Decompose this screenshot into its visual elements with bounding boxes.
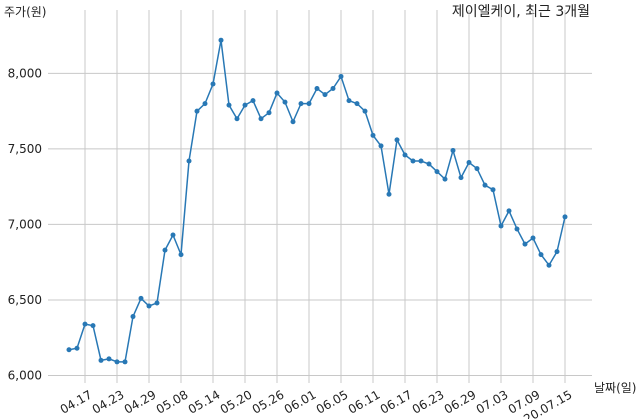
point [362, 108, 368, 114]
point [538, 252, 544, 258]
x-tick-label: 05.14 [186, 387, 223, 416]
point [82, 321, 88, 327]
point [258, 116, 264, 122]
point [210, 81, 216, 87]
point [266, 110, 272, 116]
point [290, 119, 296, 125]
point [138, 295, 144, 301]
point [514, 226, 520, 232]
point [426, 161, 432, 167]
point [386, 191, 392, 197]
point [482, 182, 488, 188]
x-tick-label: 05.08 [154, 387, 191, 416]
point [74, 345, 80, 351]
x-tick-label: 04.17 [58, 387, 95, 416]
point [90, 323, 96, 329]
point [338, 73, 344, 79]
point [330, 86, 336, 92]
x-tick-label: 06.11 [346, 387, 383, 416]
point [130, 314, 136, 320]
point [410, 158, 416, 164]
x-tick-label: 04.29 [122, 387, 159, 416]
point [394, 137, 400, 143]
point [498, 223, 504, 229]
x-tick-label: 06.29 [442, 387, 479, 416]
point [226, 102, 232, 108]
y-tick-label: 7,000 [8, 217, 42, 231]
point [458, 175, 464, 181]
point [562, 214, 568, 220]
point [474, 166, 480, 172]
point [442, 176, 448, 182]
x-tick-label: 06.23 [410, 387, 447, 416]
x-tick-label: 06.01 [282, 387, 319, 416]
point [146, 303, 152, 309]
point [322, 92, 328, 98]
point [402, 152, 408, 158]
point [218, 37, 224, 43]
point [522, 241, 528, 247]
chart-title: 제이엘케이, 최근 3개월 [452, 4, 590, 20]
point [282, 99, 288, 105]
point [170, 232, 176, 238]
point [154, 300, 160, 306]
point [242, 102, 248, 108]
point [530, 235, 536, 241]
point [546, 262, 552, 268]
point [162, 247, 168, 253]
point [114, 359, 120, 365]
point [418, 158, 424, 164]
y-axis-label: 주가(원) [4, 5, 46, 19]
y-tick-label: 8,000 [8, 66, 42, 80]
point [202, 101, 208, 107]
point [346, 98, 352, 104]
x-tick-label: 04.23 [90, 387, 127, 416]
x-tick-label: 05.26 [250, 387, 287, 416]
x-tick-label: 06.05 [314, 387, 351, 416]
x-axis-label: 날짜(일) [594, 381, 636, 395]
point [234, 116, 240, 122]
point [466, 160, 472, 166]
point [298, 101, 304, 107]
point [194, 108, 200, 114]
point [554, 249, 560, 255]
x-tick-label: 05.20 [218, 387, 255, 416]
point [122, 359, 128, 365]
y-tick-label: 6,500 [8, 293, 42, 307]
point [98, 357, 104, 363]
point [250, 98, 256, 104]
x-tick-label: 06.17 [378, 387, 415, 416]
point [354, 101, 360, 107]
point [490, 187, 496, 193]
point [314, 86, 320, 92]
x-tick-label: 07.03 [474, 387, 511, 416]
point [66, 347, 72, 353]
point [186, 158, 192, 164]
y-tick-label: 7,500 [8, 142, 42, 156]
point [306, 101, 312, 107]
point [506, 208, 512, 214]
point [434, 169, 440, 175]
point [378, 143, 384, 149]
y-tick-label: 6,000 [8, 368, 42, 382]
point [370, 132, 376, 138]
point [178, 252, 184, 258]
point [274, 90, 280, 96]
point [450, 147, 456, 153]
point [106, 356, 112, 362]
